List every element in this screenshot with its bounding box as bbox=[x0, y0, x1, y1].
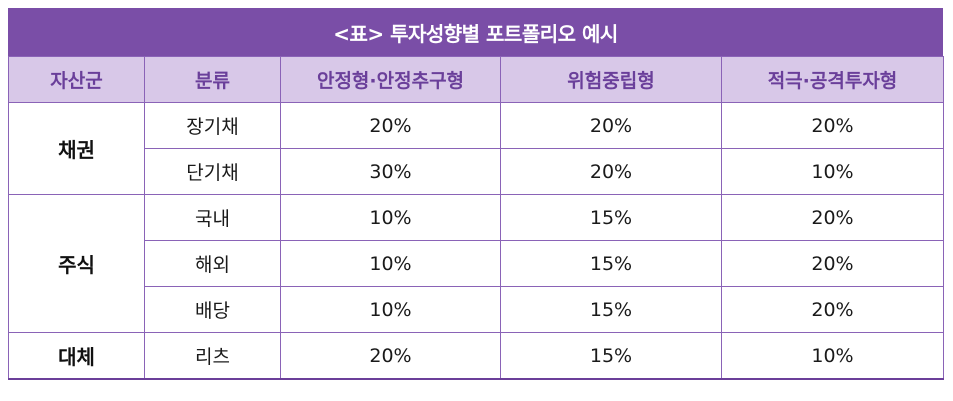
table-row: 해외 10% 15% 20% bbox=[9, 240, 944, 287]
group-alt: 대체 bbox=[8, 332, 145, 380]
table-title: <표> 투자성향별 포트폴리오 예시 bbox=[8, 8, 943, 56]
table-row: 채권 장기채 20% 20% 20% bbox=[8, 102, 944, 195]
header-category: 분류 bbox=[144, 56, 281, 103]
category-cell: 리츠 bbox=[144, 332, 281, 380]
aggressive-cell: 10% bbox=[721, 148, 944, 195]
table-row: 주식 국내 10% 15% 20% bbox=[8, 194, 944, 333]
stable-cell: 20% bbox=[280, 332, 501, 380]
neutral-cell: 20% bbox=[500, 102, 722, 149]
aggressive-cell: 20% bbox=[721, 286, 944, 333]
portfolio-table-container: <표> 투자성향별 포트폴리오 예시 자산군 분류 안정형·안정추구형 위험중립… bbox=[8, 8, 944, 380]
header-asset-class: 자산군 bbox=[8, 56, 145, 103]
group-stock: 주식 bbox=[8, 194, 145, 333]
neutral-cell: 15% bbox=[500, 286, 722, 333]
neutral-cell: 15% bbox=[500, 332, 722, 380]
category-cell: 국내 bbox=[144, 194, 281, 241]
table-row: 단기채 30% 20% 10% bbox=[9, 148, 944, 195]
stable-cell: 30% bbox=[280, 148, 501, 195]
category-cell: 배당 bbox=[144, 286, 281, 333]
stable-cell: 10% bbox=[280, 240, 501, 287]
portfolio-table: 자산군 분류 안정형·안정추구형 위험중립형 적극·공격투자형 채권 장기채 2… bbox=[8, 56, 944, 380]
stable-cell: 10% bbox=[280, 194, 501, 241]
category-cell: 장기채 bbox=[144, 102, 281, 149]
aggressive-cell: 20% bbox=[721, 194, 944, 241]
aggressive-cell: 20% bbox=[721, 240, 944, 287]
neutral-cell: 20% bbox=[500, 148, 722, 195]
category-cell: 해외 bbox=[144, 240, 281, 287]
stable-cell: 10% bbox=[280, 286, 501, 333]
header-neutral: 위험중립형 bbox=[500, 56, 722, 103]
aggressive-cell: 10% bbox=[721, 332, 944, 380]
table-row: 대체 리츠 20% 15% 10% bbox=[8, 332, 944, 380]
neutral-cell: 15% bbox=[500, 194, 722, 241]
header-stable: 안정형·안정추구형 bbox=[280, 56, 501, 103]
header-aggressive: 적극·공격투자형 bbox=[721, 56, 944, 103]
table-row: 배당 10% 15% 20% bbox=[9, 286, 944, 333]
aggressive-cell: 20% bbox=[721, 102, 944, 149]
neutral-cell: 15% bbox=[500, 240, 722, 287]
category-cell: 단기채 bbox=[144, 148, 281, 195]
stable-cell: 20% bbox=[280, 102, 501, 149]
header-row: 자산군 분류 안정형·안정추구형 위험중립형 적극·공격투자형 bbox=[8, 56, 944, 103]
group-bond: 채권 bbox=[8, 102, 145, 195]
